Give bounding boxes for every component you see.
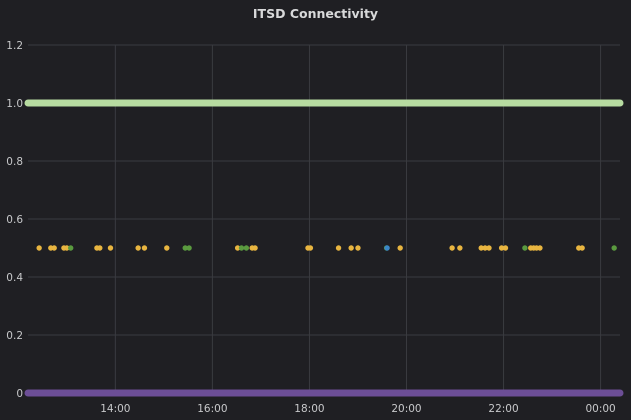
data-point: [186, 245, 192, 251]
x-tick-label: 20:00: [391, 403, 421, 415]
data-point: [449, 245, 455, 251]
data-point: [164, 245, 170, 251]
x-tick-label: 14:00: [100, 403, 130, 415]
data-point: [611, 245, 617, 251]
x-tick-label: 18:00: [294, 403, 324, 415]
y-tick-label: 0.8: [6, 156, 23, 168]
data-point: [238, 245, 245, 251]
data-point: [51, 245, 57, 251]
data-point: [384, 245, 390, 251]
y-tick-label: 0: [16, 388, 23, 400]
y-tick-label: 0.6: [6, 214, 23, 226]
data-point: [355, 245, 361, 251]
data-point: [335, 245, 342, 251]
data-point: [486, 245, 492, 251]
data-point: [135, 245, 141, 251]
data-point: [107, 245, 114, 251]
chart-title: ITSD Connectivity: [252, 6, 379, 21]
axes: 0 0.2 0.4 0.6 0.8 1.0 1.2 14:00 16:00 18:00 20:00 2…: [6, 40, 615, 415]
data-point: [478, 245, 484, 251]
y-tick-label: 1.2: [6, 40, 23, 52]
series-layer: [24, 99, 624, 397]
data-point: [498, 245, 505, 251]
data-point: [36, 245, 42, 251]
data-point: [97, 245, 103, 251]
data-point: [234, 245, 241, 251]
data-point: [502, 245, 509, 251]
data-point: [307, 245, 314, 251]
data-point: [537, 245, 543, 251]
x-tick-label: 22:00: [488, 403, 518, 415]
y-tick-label: 0.2: [6, 330, 23, 342]
y-tick-label: 1.0: [6, 98, 23, 110]
data-point: [457, 245, 463, 251]
data-point: [579, 245, 585, 251]
data-point: [348, 245, 354, 251]
grid: [28, 44, 620, 394]
data-point: [64, 245, 70, 251]
data-point: [68, 245, 74, 251]
data-point: [243, 245, 250, 251]
data-point: [482, 245, 488, 251]
data-point: [252, 245, 258, 251]
x-tick-label: 16:00: [197, 403, 227, 415]
data-point: [522, 245, 528, 251]
data-point: [397, 245, 403, 251]
data-point: [182, 245, 188, 251]
data-point: [141, 245, 148, 251]
y-tick-label: 0.4: [6, 272, 23, 284]
x-tick-label: 00:00: [585, 403, 615, 415]
